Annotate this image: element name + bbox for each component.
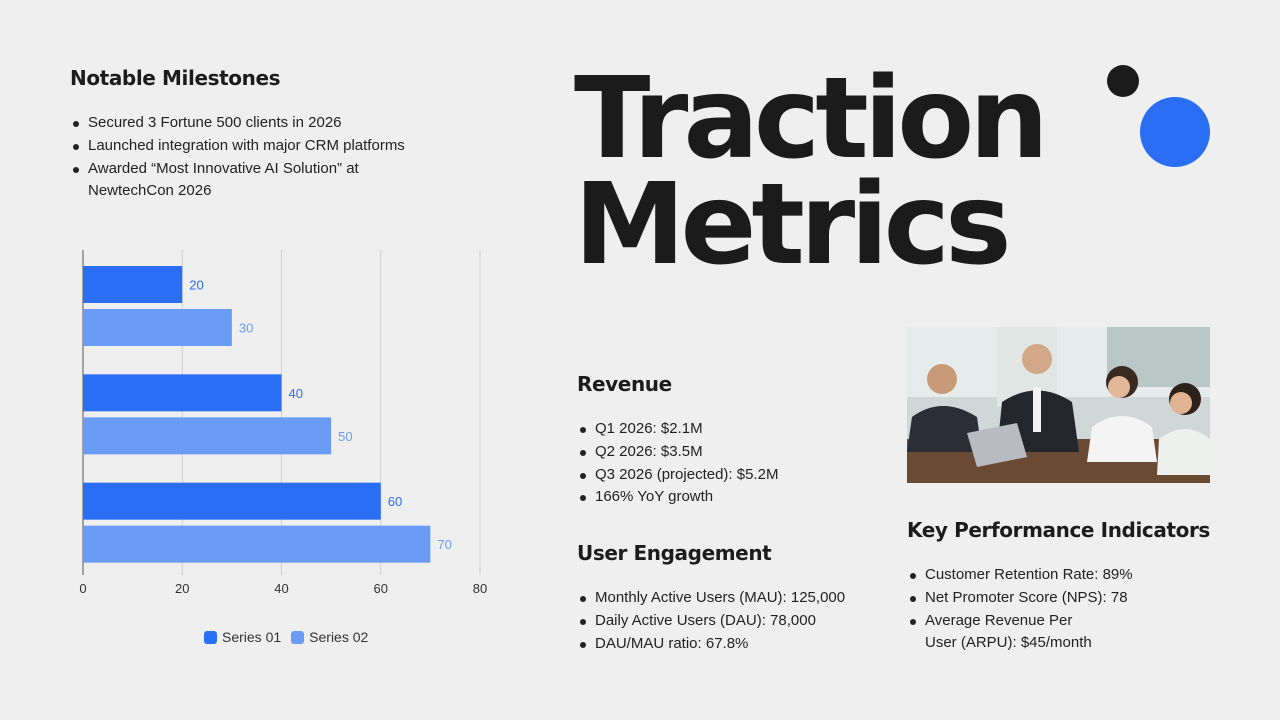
milestones-list: Secured 3 Fortune 500 clients in 2026 La… bbox=[70, 112, 430, 203]
list-item: Secured 3 Fortune 500 clients in 2026 bbox=[70, 112, 430, 135]
list-item: Q3 2026 (projected): $5.2M bbox=[577, 464, 877, 487]
list-item: 166% YoY growth bbox=[577, 486, 877, 509]
x-tick-label: 80 bbox=[473, 581, 487, 596]
decorative-dot-blue bbox=[1140, 97, 1210, 167]
list-item: Launched integration with major CRM plat… bbox=[70, 135, 430, 158]
team-meeting-photo bbox=[907, 327, 1210, 483]
list-item: Awarded “Most Innovative AI Solution” at… bbox=[70, 158, 370, 204]
title-line-2: Metrics bbox=[574, 160, 1012, 290]
list-item: Average Revenue Per User (ARPU): $45/mon… bbox=[907, 610, 1107, 656]
kpi-heading: Key Performance Indicators bbox=[907, 518, 1210, 542]
title-line-1: Traction bbox=[574, 54, 1049, 184]
data-label: 60 bbox=[388, 494, 402, 509]
team-meeting-illustration bbox=[907, 327, 1210, 483]
list-item: DAU/MAU ratio: 67.8% bbox=[577, 633, 897, 656]
legend-label: Series 02 bbox=[309, 629, 369, 645]
bar-1 bbox=[83, 482, 381, 520]
x-tick-label: 0 bbox=[79, 581, 86, 596]
legend-label: Series 01 bbox=[222, 629, 282, 645]
legend-item-series-02: Series 02 bbox=[291, 629, 368, 645]
legend-swatch bbox=[291, 630, 305, 644]
list-item: Monthly Active Users (MAU): 125,000 bbox=[577, 587, 897, 610]
list-item: Q1 2026: $2.1M bbox=[577, 418, 877, 441]
list-item: Net Promoter Score (NPS): 78 bbox=[907, 587, 1147, 610]
list-item: Q2 2026: $3.5M bbox=[577, 441, 877, 464]
bar-1 bbox=[83, 266, 183, 303]
engagement-list: Monthly Active Users (MAU): 125,000 Dail… bbox=[577, 587, 897, 655]
legend-item-series-01: Series 01 bbox=[204, 629, 281, 645]
list-item: Daily Active Users (DAU): 78,000 bbox=[577, 610, 897, 633]
page-title: Traction Metrics bbox=[574, 54, 1049, 290]
x-tick-label: 60 bbox=[374, 581, 388, 596]
x-tick-label: 40 bbox=[274, 581, 288, 596]
data-label: 20 bbox=[189, 278, 203, 293]
revenue-heading: Revenue bbox=[577, 372, 672, 396]
data-label: 30 bbox=[239, 321, 253, 336]
bar-2 bbox=[83, 309, 232, 346]
engagement-heading: User Engagement bbox=[577, 541, 772, 565]
x-tick-label: 20 bbox=[175, 581, 189, 596]
kpi-list: Customer Retention Rate: 89% Net Promote… bbox=[907, 564, 1147, 655]
list-item: Customer Retention Rate: 89% bbox=[907, 564, 1147, 587]
decorative-dot-black bbox=[1107, 65, 1139, 97]
data-label: 70 bbox=[437, 537, 451, 552]
bar-chart: 20 30 40 50 60 70 0 20 40 60 80 bbox=[79, 250, 487, 596]
data-label: 50 bbox=[338, 429, 352, 444]
bar-2 bbox=[83, 417, 332, 455]
chart-legend: Series 01 Series 02 bbox=[204, 629, 368, 645]
revenue-list: Q1 2026: $2.1M Q2 2026: $3.5M Q3 2026 (p… bbox=[577, 418, 877, 509]
legend-swatch bbox=[204, 630, 217, 644]
bar-1 bbox=[83, 374, 282, 412]
bar-2 bbox=[83, 525, 431, 563]
milestones-heading: Notable Milestones bbox=[70, 66, 281, 90]
data-label: 40 bbox=[289, 386, 303, 401]
